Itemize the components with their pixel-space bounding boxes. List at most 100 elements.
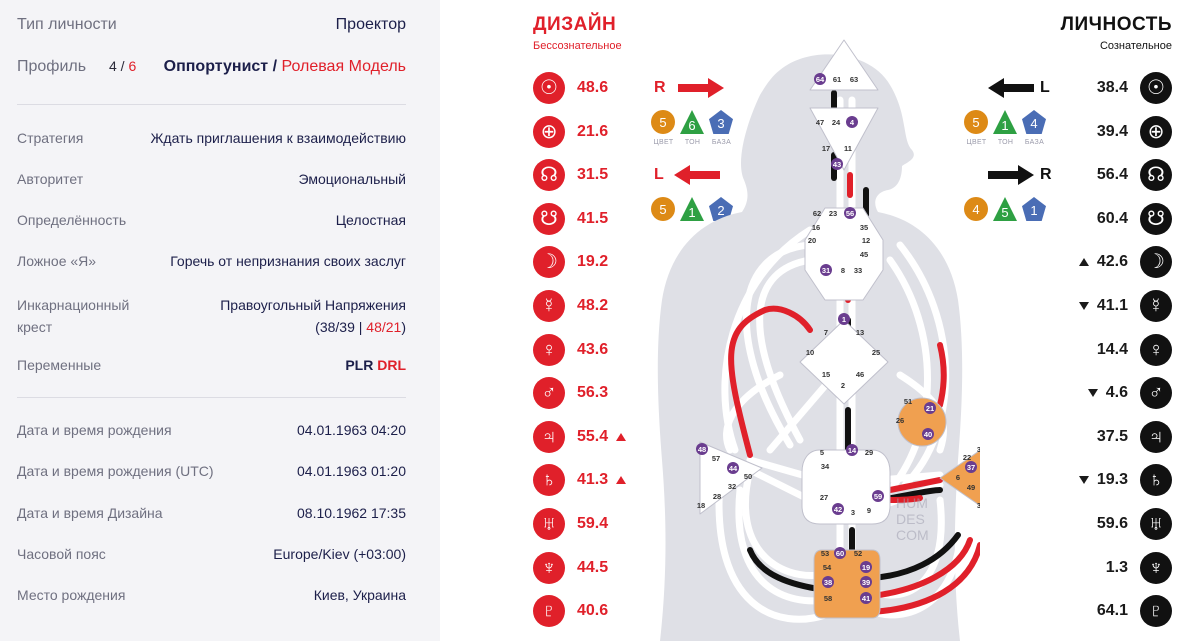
- color-badge: 4: [964, 197, 988, 221]
- arrow-up-icon: [1078, 258, 1089, 267]
- gate-number: 47: [816, 118, 824, 127]
- profile-name: Оппортунист / Ролевая Модель: [164, 58, 406, 76]
- planet-value: 1.3: [1105, 558, 1128, 576]
- planet-row: 19.3 ♄: [1078, 464, 1172, 497]
- planet-row: 1.3 ♆: [1088, 551, 1172, 584]
- gate-number: 13: [856, 328, 864, 337]
- timezone-value: Europe/Kiev (+03:00): [273, 546, 406, 562]
- saturn-icon: ♄: [1140, 464, 1172, 497]
- place-value: Киев, Украина: [313, 587, 406, 603]
- color-badge: 5: [651, 110, 675, 134]
- activated-gate-marker: [696, 443, 708, 455]
- design-date-row: Дата и время Дизайна 08.10.1962 17:35: [17, 505, 406, 521]
- design-arrow-1-letter: R: [654, 79, 666, 96]
- activated-channel: [887, 477, 943, 493]
- arrow-down-icon: [1078, 302, 1089, 310]
- pluto-icon: ♇: [533, 595, 565, 628]
- activated-gate-marker: [838, 313, 850, 325]
- activated-gate-marker: [832, 503, 844, 515]
- personality-subtitle: Сознательное: [1099, 40, 1172, 52]
- birth-label: Дата и время рождения: [17, 422, 172, 438]
- pluto-icon: ♇: [1140, 595, 1172, 628]
- planet-row: 59.6 ♅: [1079, 508, 1172, 540]
- spleen-center: 48 57 44 50 32 28 18: [696, 441, 763, 515]
- planet-row: ☋ 41.5: [533, 202, 609, 235]
- gate-number: 26: [896, 416, 904, 425]
- personality-title: ЛИЧНОСТЬ: [1060, 14, 1172, 35]
- gate-number: 18: [697, 501, 705, 510]
- activated-channel: [869, 542, 980, 615]
- gate-number: 1: [842, 315, 846, 324]
- personality-arrow-1: L: [988, 78, 1050, 98]
- personality-badges-1: 5 1 4: [964, 110, 1051, 134]
- planet-value: 42.6: [1096, 253, 1128, 271]
- profile-row: Профиль 4 / 6 Оппортунист / Ролевая Моде…: [17, 58, 406, 76]
- activated-gate-marker: [844, 207, 856, 219]
- activated-gate-marker: [831, 158, 843, 170]
- cross-gates-close: ): [401, 319, 406, 335]
- planet-value: 48.6: [577, 79, 609, 96]
- color-badge: 5: [651, 197, 675, 221]
- gate-number: 33: [854, 266, 862, 275]
- throat-center: 62 23 56 16 35 20 12 45 31 8 33: [804, 207, 884, 301]
- gate-number: 43: [833, 160, 841, 169]
- timezone-label: Часовой пояс: [17, 546, 106, 562]
- gate-number: 32: [728, 482, 736, 491]
- variables-label: Переменные: [17, 357, 102, 373]
- base-badge: 4: [1022, 110, 1046, 134]
- type-label: Тип личности: [17, 16, 117, 33]
- authority-value: Эмоциональный: [298, 171, 406, 187]
- gate-number: 57: [712, 454, 720, 463]
- gate-number: 42: [834, 505, 842, 514]
- base-label: БАЗА: [1024, 139, 1045, 146]
- sacral-shape: [801, 449, 891, 525]
- activated-gate-marker: [822, 576, 834, 588]
- planet-value: 41.5: [577, 209, 609, 227]
- color-label: ЦВЕТ: [653, 139, 674, 146]
- cross-value: Правоугольный Напряжения (38/39 | 48/21): [220, 294, 406, 338]
- gate-number: 48: [698, 445, 706, 454]
- base-badge: 1: [1022, 197, 1046, 221]
- watermark: HUM DES COM: [896, 495, 929, 543]
- type-value: Проектор: [335, 16, 406, 33]
- gate-number: 59: [874, 492, 882, 501]
- gate-number: 29: [865, 448, 873, 457]
- cross-gates-sep: |: [358, 319, 367, 335]
- g-center: 1 7 13 10 25 15 46 2: [799, 313, 889, 405]
- planet-row: 64.1 ♇: [1079, 595, 1172, 628]
- planet-row: ♅ 59.4: [533, 508, 608, 540]
- neptune-icon: ♆: [533, 551, 565, 584]
- gate-number: 56: [846, 209, 854, 218]
- variables-black: PLR: [345, 357, 378, 373]
- design-badges-2: 5 1 2: [651, 197, 738, 221]
- planet-value: 56.3: [577, 384, 609, 402]
- marker-slot: [1078, 258, 1097, 267]
- activated-gate-marker: [727, 462, 739, 474]
- channel-track: [723, 371, 784, 454]
- mars-icon: ♂: [1140, 377, 1172, 410]
- earth-icon: ⊕: [533, 115, 565, 148]
- planet-row: ♇ 40.6: [533, 595, 608, 628]
- venus-icon: ♀: [1140, 333, 1172, 366]
- north-node-icon: ☊: [1140, 159, 1172, 192]
- design-arrow-2-letter: L: [654, 166, 664, 183]
- arrow-down-icon: [1078, 476, 1089, 485]
- planet-row: ♃ 55.4: [533, 420, 627, 453]
- gate-number: 16: [812, 223, 820, 232]
- design-arrow-1: R: [654, 78, 724, 98]
- planet-value: 55.4: [577, 427, 609, 445]
- activated-gate-marker: [846, 444, 858, 456]
- gate-number: 54: [823, 563, 832, 572]
- design-header: ДИЗАЙН Бессознательное: [533, 14, 622, 52]
- tone-badge: 1: [993, 110, 1017, 134]
- planet-value: 59.4: [577, 515, 609, 532]
- gate-number: 4: [850, 118, 855, 127]
- profile-line2: 6: [128, 58, 137, 74]
- personality-badges-2: 4 5 1: [964, 197, 1051, 221]
- activated-gate-marker: [860, 592, 872, 604]
- sun-icon: ☉: [533, 72, 565, 104]
- planet-row: 4.6 ♂: [1087, 377, 1172, 410]
- gate-number: 34: [821, 462, 830, 471]
- gate-number: 19: [862, 563, 870, 572]
